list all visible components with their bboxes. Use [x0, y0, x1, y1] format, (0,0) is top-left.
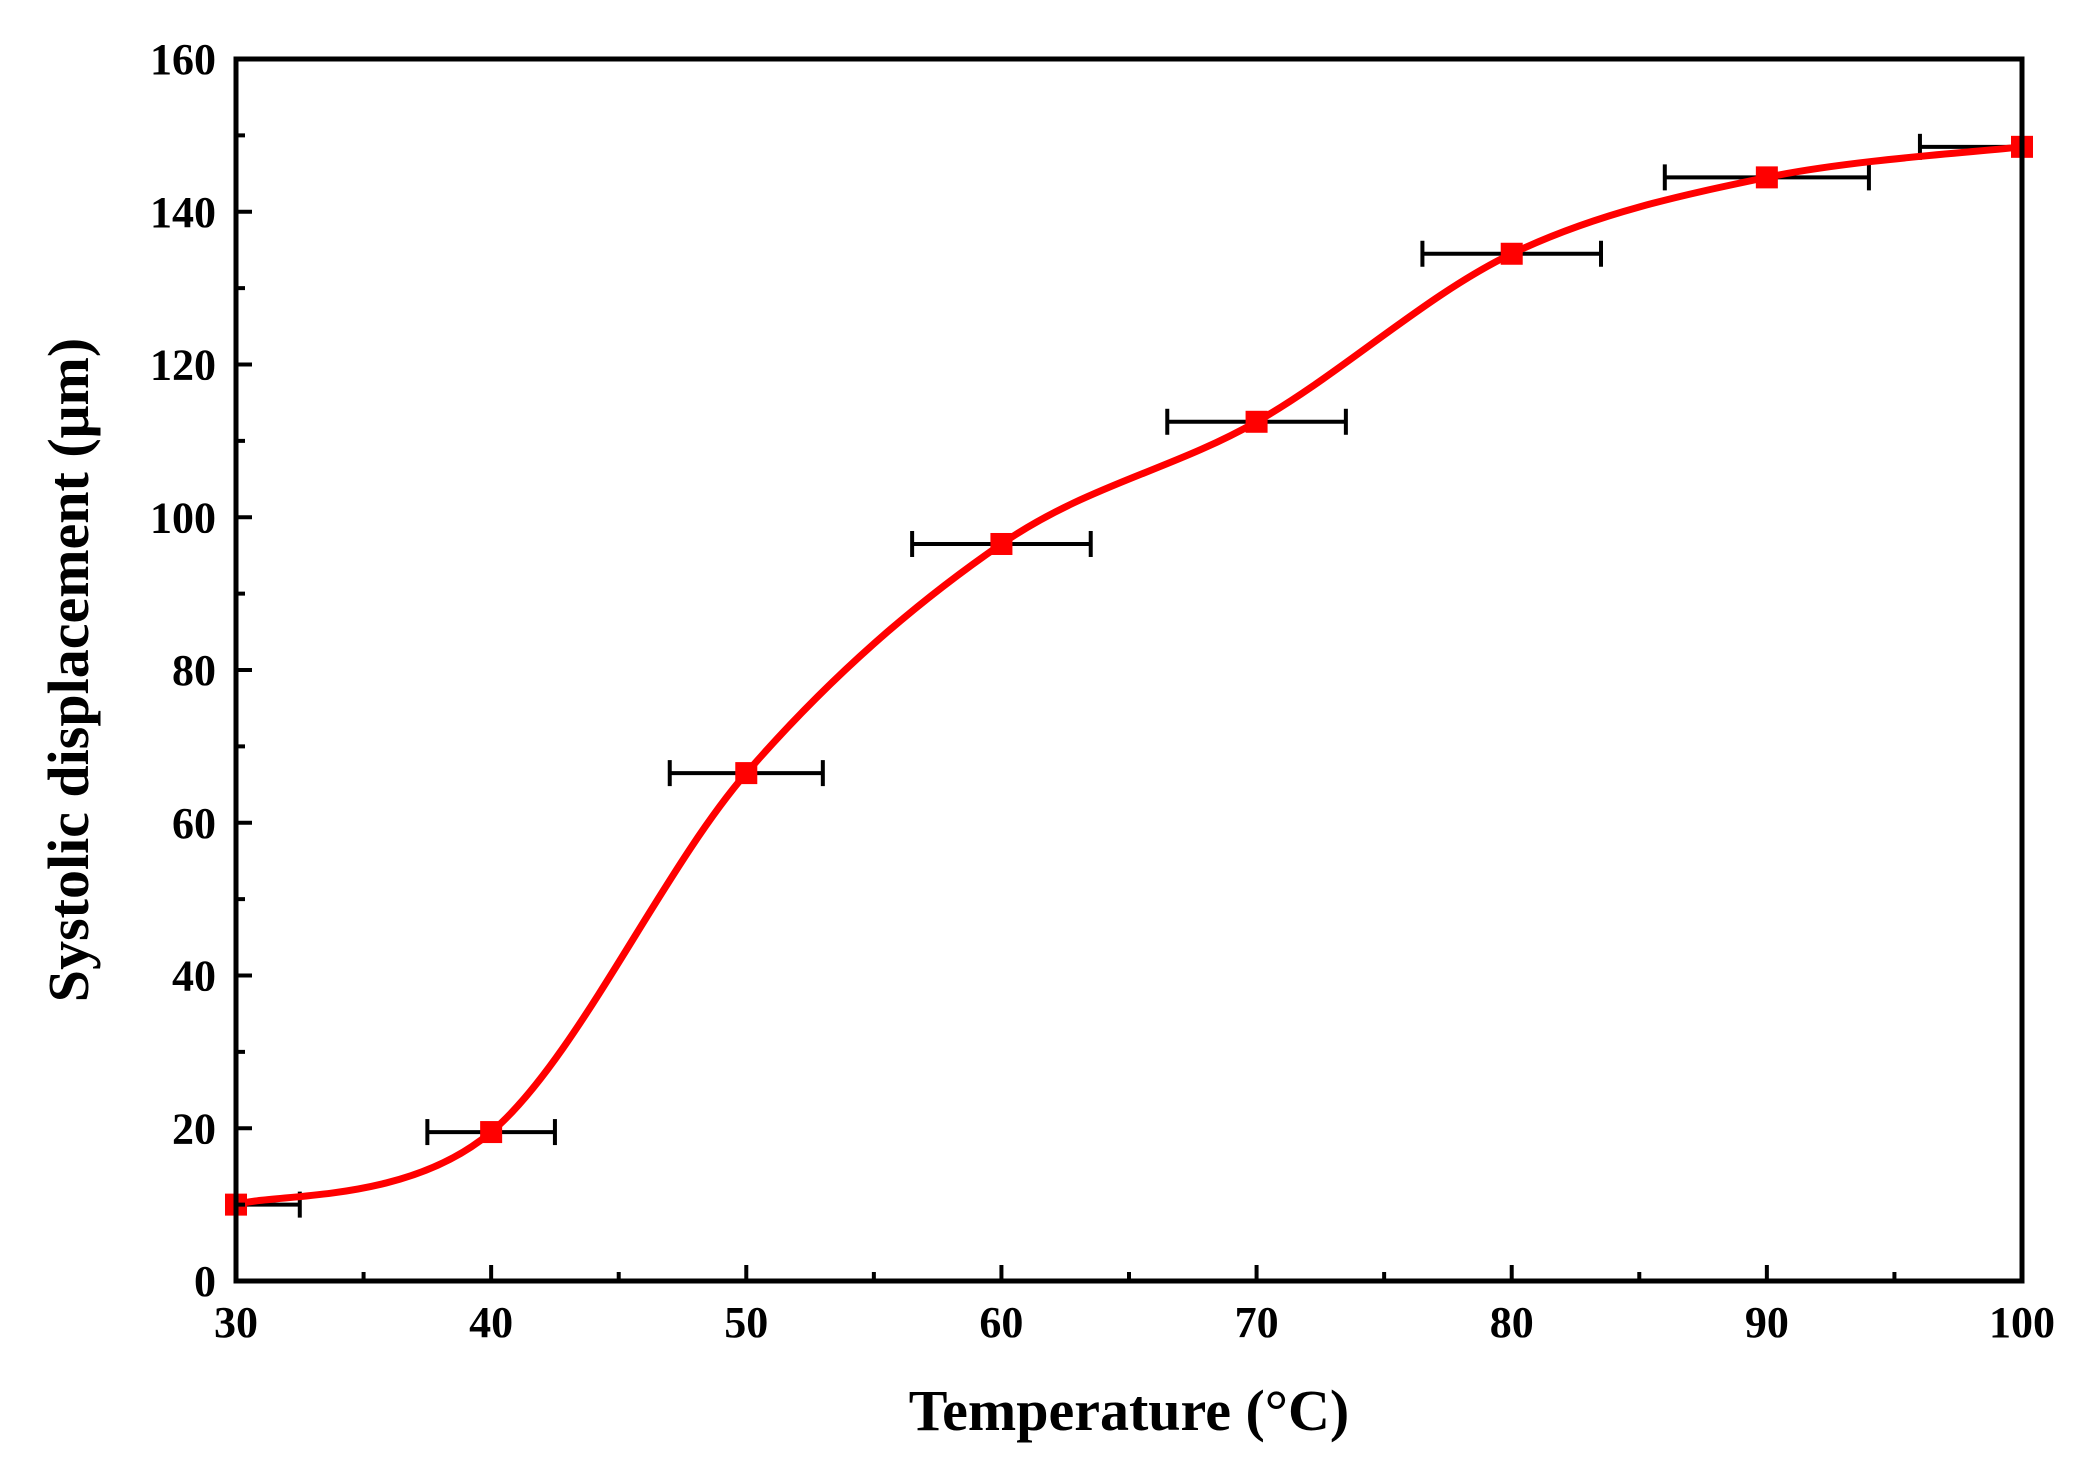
data-markers: [225, 135, 2033, 1216]
x-tick-label: 70: [1235, 1298, 1279, 1347]
x-axis-title: Temperature (°C): [909, 1378, 1349, 1443]
plot-frame: [233, 56, 2025, 1284]
x-tick-label: 60: [979, 1298, 1023, 1347]
y-tick-label: 140: [150, 188, 216, 237]
y-tick-label: 80: [172, 646, 216, 695]
y-tick-label: 120: [150, 341, 216, 390]
y-tick-label: 60: [172, 799, 216, 848]
y-tick-label: 20: [172, 1104, 216, 1153]
data-point: [1500, 242, 1523, 265]
data-point: [480, 1121, 503, 1144]
y-tick-label: 160: [150, 35, 216, 84]
y-tick-label: 0: [194, 1257, 216, 1306]
y-tick-label: 100: [150, 493, 216, 542]
y-axis-title: Systolic displacement (μm): [36, 338, 101, 1002]
x-tick-label: 100: [1989, 1298, 2055, 1347]
x-axis-ticks: 30 40 50 60 70 80 90 100: [214, 1265, 2055, 1347]
x-tick-label: 90: [1745, 1298, 1789, 1347]
x-tick-label: 40: [469, 1298, 513, 1347]
data-curve: [232, 143, 2026, 1209]
y-tick-label: 40: [172, 952, 216, 1001]
x-tick-label: 30: [214, 1298, 258, 1347]
data-point: [1755, 166, 1778, 189]
data-point: [990, 532, 1013, 555]
x-tick-label: 80: [1490, 1298, 1534, 1347]
x-tick-label: 50: [724, 1298, 768, 1347]
data-point: [735, 762, 758, 785]
y-axis-ticks: 0 20 40 60 80 100 120 140 160: [150, 35, 252, 1306]
data-point: [1245, 410, 1268, 433]
error-bars: [236, 133, 2022, 1218]
